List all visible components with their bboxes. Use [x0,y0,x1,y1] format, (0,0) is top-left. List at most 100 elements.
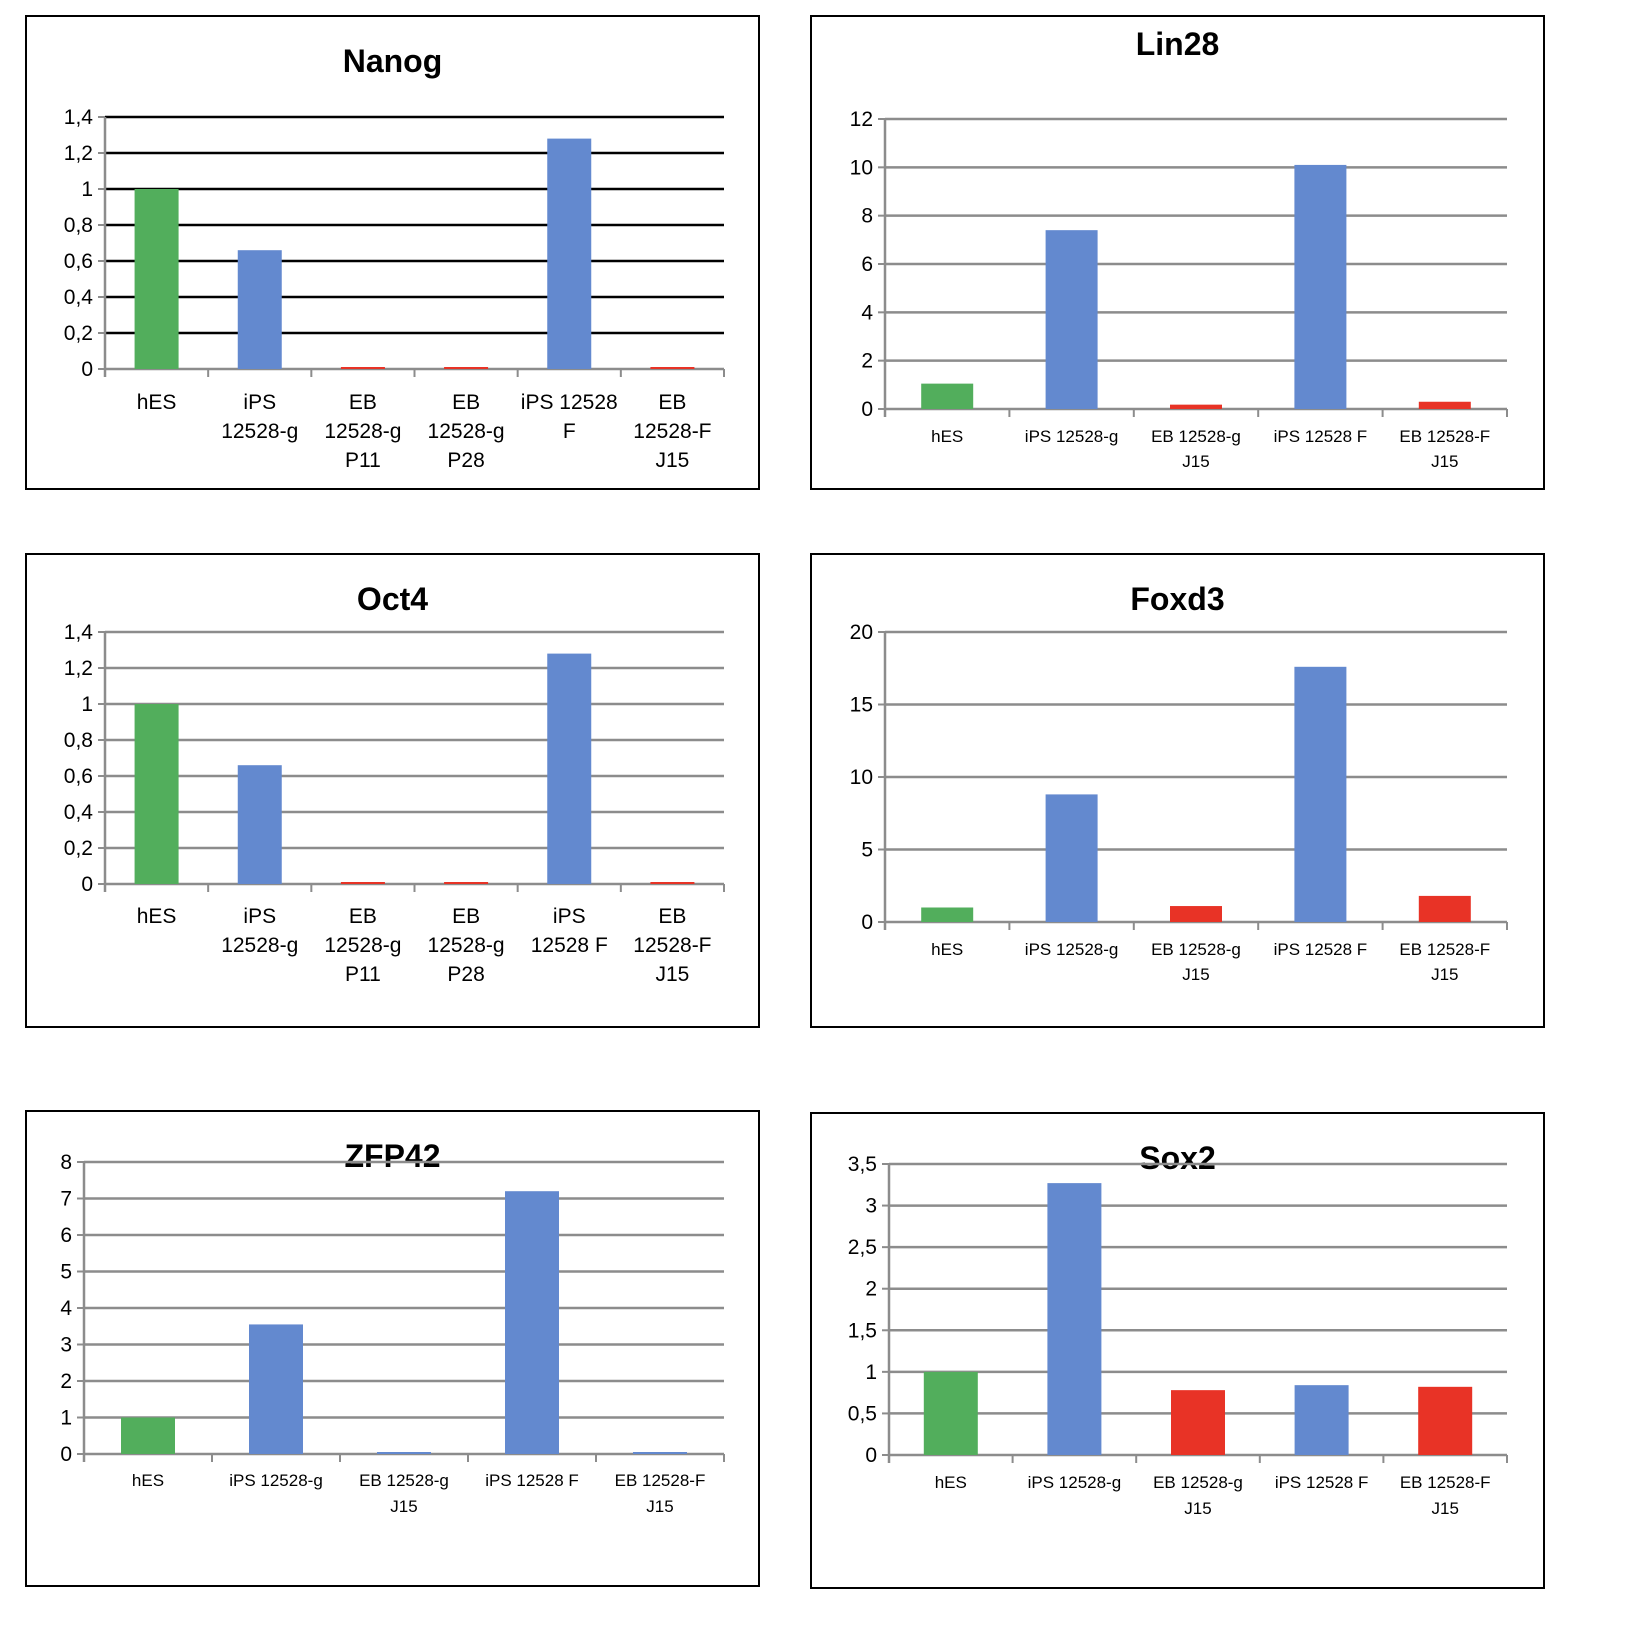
y-tick-label: 0,6 [64,250,93,273]
chart-title-nanog: Nanog [343,43,443,79]
y-tick-label: 0,6 [64,765,93,788]
x-category-label: EB 12528-g [1151,940,1241,959]
x-category-label: 12528-g [324,420,401,443]
chart-panel-sox2: Sox2 0 0,5 1 1,5 2 2,5 3 3,5 hES iPS 12528-g EB 125… [810,1112,1545,1589]
y-tick-label: 0,8 [64,214,93,237]
bar-foxd3-0 [921,907,974,922]
y-tick-label: 3 [865,1195,877,1218]
x-category-label: EB [658,391,686,414]
y-tick-label: 2 [861,350,873,373]
y-tick-label: 6 [60,1224,72,1247]
x-category-label: J15 [655,449,689,472]
bar-zfp42-1 [249,1324,303,1454]
y-tick-label: 0,8 [64,729,93,752]
y-tick-label: 4 [60,1297,72,1320]
x-category-label: EB 12528-g [1153,1473,1243,1492]
bar-chart-zfp42: ZFP42 0 1 2 3 4 5 6 7 8 hES iPS 12528-g EB 12528-g J1… [60,1138,725,1516]
y-tick-label: 1,2 [64,142,93,165]
bar-nanog-1 [237,250,282,369]
x-category-label: 12528-g [428,934,505,957]
x-category-label: EB [452,391,480,414]
y-tick-label: 0,2 [64,837,93,860]
y-tick-label: 0,2 [64,322,93,345]
y-tick-label: 0,4 [64,286,94,309]
x-category-label: iPS [553,905,586,928]
y-tick-label: 0,4 [64,801,94,824]
bar-oct4-4 [547,653,592,884]
bar-nanog-3 [444,367,489,369]
x-category-label: J15 [1182,452,1209,471]
bar-sox2-3 [1294,1385,1349,1455]
x-category-label: P28 [447,963,484,986]
x-category-label: iPS 12528-g [229,1471,323,1490]
bar-oct4-3 [444,882,489,884]
bar-sox2-0 [923,1371,978,1455]
y-tick-label: 0 [861,911,873,934]
x-category-label: iPS 12528 F [1274,940,1368,959]
x-category-label: iPS 12528 [521,391,618,414]
bar-foxd3-3 [1294,666,1347,922]
chart-title-lin28: Lin28 [1136,26,1220,62]
x-category-label: J15 [1184,1499,1211,1518]
y-tick-label: 10 [850,766,873,789]
chart-panel-lin28: Lin28 0 2 4 6 8 10 12 hES iPS 12528-g EB 12528-g J1… [810,15,1545,490]
x-category-label: EB [349,905,377,928]
bar-sox2-1 [1047,1183,1102,1455]
y-tick-label: 1,4 [64,106,94,129]
y-tick-label: 6 [861,253,873,276]
x-category-label: J15 [1431,452,1458,471]
y-tick-label: 1 [865,1361,877,1384]
x-category-label: iPS 12528 F [1275,1473,1369,1492]
x-category-label: EB 12528-g [359,1471,449,1490]
x-category-label: J15 [1431,965,1458,984]
bar-chart-foxd3: Foxd3 0 5 10 15 20 hES iPS 12528-g EB 12528-g J15… [850,581,1508,984]
y-tick-label: 1 [81,178,93,201]
y-tick-label: 0 [865,1444,877,1467]
x-category-label: 12528-F [633,934,711,957]
x-category-label: EB 12528-F [1399,940,1490,959]
y-tick-label: 0,5 [848,1402,877,1425]
y-tick-label: 12 [850,108,873,131]
bar-nanog-2 [340,367,385,369]
x-category-label: EB [349,391,377,414]
x-category-label: hES [931,940,963,959]
y-tick-label: 2 [60,1370,72,1393]
x-category-label: 12528 F [531,934,608,957]
chart-panel-foxd3: Foxd3 0 5 10 15 20 hES iPS 12528-g EB 12528-g J15… [810,553,1545,1028]
bar-zfp42-4 [633,1452,687,1454]
x-category-label: hES [137,905,177,928]
bar-lin28-2 [1170,404,1222,409]
bar-oct4-1 [237,765,282,884]
bar-zfp42-2 [377,1452,431,1454]
y-tick-label: 8 [60,1151,72,1174]
bar-nanog-0 [134,189,179,369]
chart-title-zfp42: ZFP42 [344,1138,440,1174]
bar-chart-nanog: Nanog 0 0,2 0,4 0,6 0,8 1 1,2 1,4 hES iPS 12528-g EB… [64,43,725,472]
x-category-label: iPS 12528 F [1274,427,1368,446]
x-category-label: J15 [655,963,689,986]
y-tick-label: 1 [81,693,93,716]
y-tick-label: 2,5 [848,1236,877,1259]
y-tick-label: 0 [81,358,93,381]
bar-lin28-0 [921,383,974,409]
x-category-label: F [563,420,576,443]
bar-oct4-5 [650,882,695,884]
bar-nanog-5 [650,367,695,369]
y-tick-label: 3 [60,1334,72,1357]
x-category-label: hES [935,1473,967,1492]
bar-sox2-2 [1171,1390,1225,1455]
x-category-label: hES [132,1471,164,1490]
bar-lin28-3 [1294,164,1347,409]
y-tick-label: 7 [60,1188,72,1211]
x-category-label: J15 [646,1497,673,1516]
x-category-label: P11 [345,963,381,986]
bar-oct4-2 [340,882,385,884]
y-tick-label: 0 [861,398,873,421]
x-category-label: 12528-g [324,934,401,957]
x-category-label: hES [931,427,963,446]
chart-panel-zfp42: ZFP42 0 1 2 3 4 5 6 7 8 hES iPS 12528-g EB 12528-g J1… [25,1110,760,1587]
bar-foxd3-1 [1045,794,1098,922]
chart-title-oct4: Oct4 [357,581,428,617]
x-category-label: iPS 12528-g [1025,427,1119,446]
x-category-label: P11 [345,449,381,472]
